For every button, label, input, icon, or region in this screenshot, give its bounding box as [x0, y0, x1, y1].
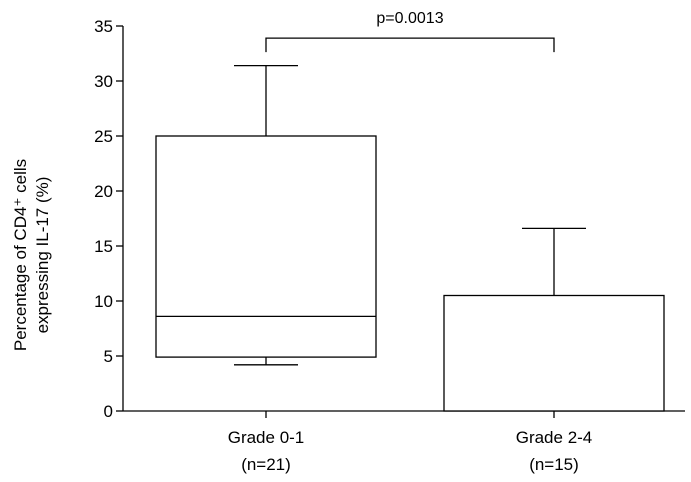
significance-bracket: [265, 37, 555, 53]
significance-annotation: p=0.0013: [265, 10, 555, 53]
y-axis: 0 5 10 15 20 25 30 35: [94, 17, 124, 421]
box-2: [443, 294, 665, 412]
y-tick-label-0: 0: [104, 402, 113, 421]
y-tick-label-10: 10: [94, 292, 113, 311]
y-axis-title-line-1: Percentage of CD4⁺ cells: [11, 159, 30, 351]
category-label-2: Grade 2-4: [516, 428, 593, 447]
y-tick-label-15: 15: [94, 237, 113, 256]
category-label-1: Grade 0-1: [228, 428, 305, 447]
y-tick-label-35: 35: [94, 17, 113, 36]
category-n-label-1: (n=21): [241, 455, 291, 474]
boxes: [155, 64, 665, 412]
x-axis: Grade 0-1 (n=21) Grade 2-4 (n=15): [123, 410, 685, 474]
box-1: [155, 135, 377, 358]
category-n-label-2: (n=15): [529, 455, 579, 474]
y-tick-label-25: 25: [94, 127, 113, 146]
y-tick-label-5: 5: [104, 347, 113, 366]
p-value-label: p=0.0013: [376, 10, 443, 27]
y-tick-label-30: 30: [94, 72, 113, 91]
y-axis-title-line-2: expressing IL-17 (%): [33, 177, 52, 334]
y-tick-label-20: 20: [94, 182, 113, 201]
